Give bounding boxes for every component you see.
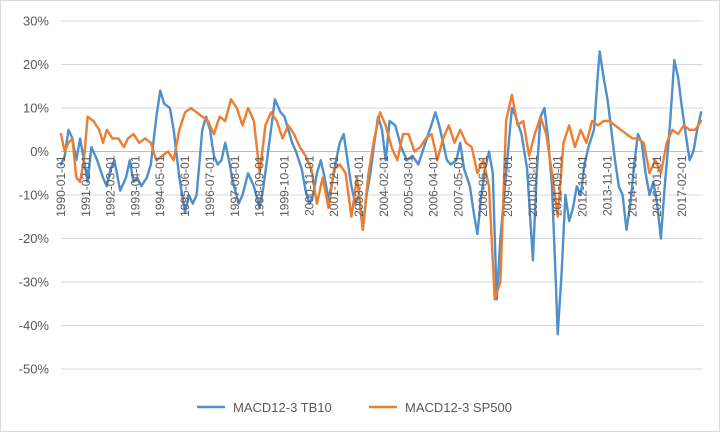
y-tick-label: -30%	[19, 275, 50, 290]
x-tick-label: 1991-02-01	[79, 155, 93, 217]
x-tick-label: 1993-04-01	[128, 155, 142, 217]
x-tick-label: 1996-07-01	[203, 155, 217, 217]
x-tick-label: 2014-12-01	[625, 155, 639, 217]
x-tick-label: 2013-11-01	[600, 155, 614, 216]
y-tick-label: -50%	[19, 362, 50, 377]
x-tick-label: 1999-10-01	[277, 155, 291, 217]
x-tick-label: 1994-05-01	[153, 155, 167, 217]
x-tick-label: 2017-02-01	[675, 155, 689, 217]
y-tick-label: -10%	[19, 188, 50, 203]
x-tick-label: 2016-01-01	[650, 155, 664, 217]
y-tick-label: 20%	[23, 57, 49, 72]
x-tick-label: 2001-12-01	[327, 155, 341, 217]
x-tick-label: 1990-01-01	[54, 155, 68, 217]
y-tick-label: 0%	[30, 144, 49, 159]
x-tick-label: 2009-07-01	[501, 155, 515, 217]
series-line-tb10	[59, 50, 703, 336]
x-tick-label: 2007-05-01	[451, 155, 465, 217]
y-tick-label: 10%	[23, 101, 49, 116]
x-tick-label: 1995-06-01	[178, 155, 192, 217]
legend-label-sp500: MACD12-3 SP500	[405, 400, 512, 415]
x-tick-label: 2010-08-01	[526, 155, 540, 217]
x-tick-label: 2000-11-01	[302, 155, 316, 216]
x-tick-label: 2008-06-01	[476, 155, 490, 217]
x-tick-label: 2003-01-01	[352, 155, 366, 217]
x-tick-label: 2011-09-01	[551, 155, 565, 216]
y-tick-label: 30%	[23, 14, 49, 29]
x-tick-label: 1997-08-01	[228, 155, 242, 217]
legend-label-tb10: MACD12-3 TB10	[233, 400, 332, 415]
x-tick-label: 2004-02-01	[377, 155, 391, 217]
series-line-sp500	[59, 93, 703, 301]
y-tick-label: -40%	[19, 318, 50, 333]
x-tick-label: 2005-03-01	[402, 155, 416, 217]
x-tick-label: 2012-10-01	[576, 155, 590, 217]
y-tick-label: -20%	[19, 231, 50, 246]
x-tick-label: 1998-09-01	[253, 155, 267, 217]
x-tick-label: 2006-04-01	[427, 155, 441, 217]
x-tick-label: 1992-03-01	[104, 155, 118, 217]
